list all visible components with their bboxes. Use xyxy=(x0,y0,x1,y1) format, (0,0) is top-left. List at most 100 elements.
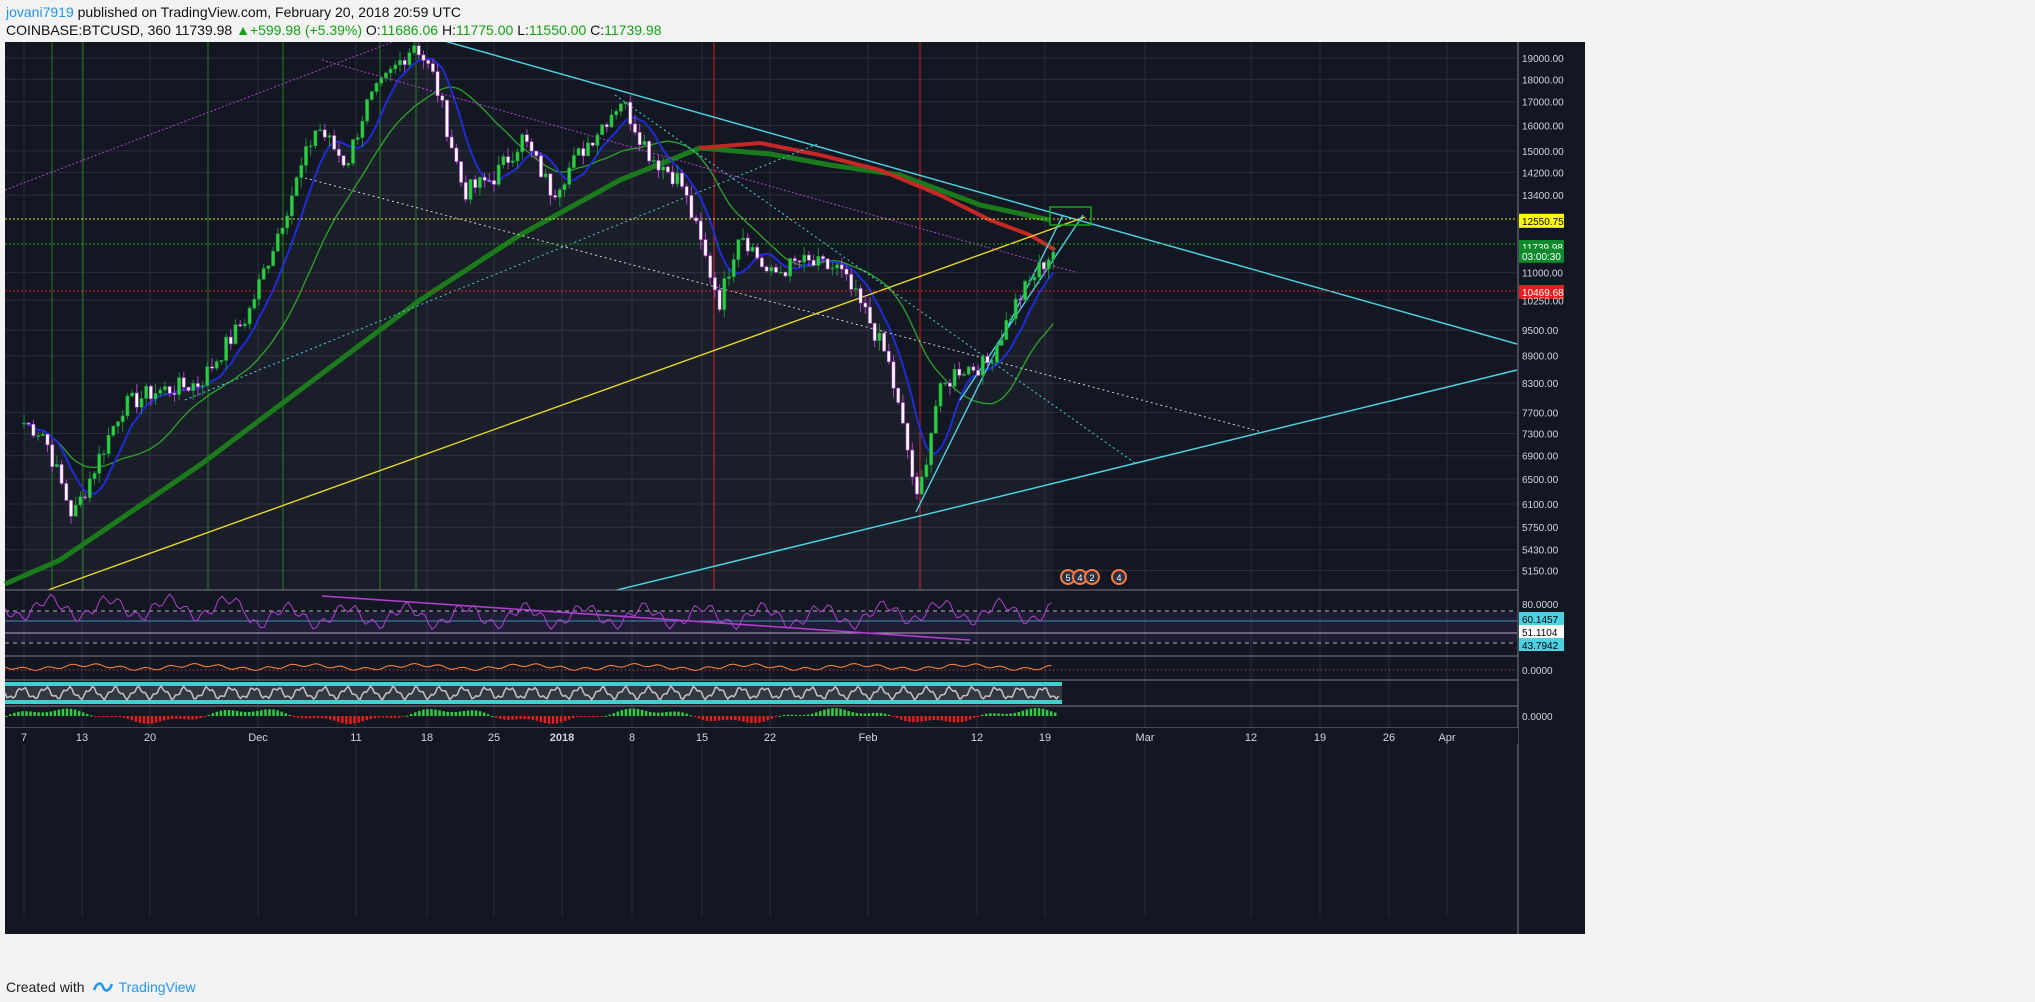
histogram-bar xyxy=(697,716,701,719)
histogram-bar xyxy=(810,713,814,716)
histogram-bar xyxy=(17,711,20,716)
candle-body xyxy=(275,233,280,252)
candle-body xyxy=(745,237,750,252)
histogram-bar xyxy=(1053,712,1057,716)
histogram-bar xyxy=(584,716,587,717)
candle-body xyxy=(97,453,102,474)
candle-body xyxy=(633,123,637,133)
candle-body xyxy=(393,64,398,70)
histogram-bar xyxy=(227,710,231,716)
histogram-bar xyxy=(73,709,77,716)
price-tick-label: 6900.00 xyxy=(1522,452,1559,463)
candle-body xyxy=(656,160,661,171)
last-price: 11739.98 xyxy=(174,22,233,38)
candle-body xyxy=(924,464,929,478)
candle-body xyxy=(26,422,31,425)
ma-50-line xyxy=(23,86,1054,469)
histogram-bar xyxy=(681,712,684,716)
time-tick-label: 8 xyxy=(629,732,635,744)
histogram-bar xyxy=(316,716,320,718)
candle-body xyxy=(1037,261,1042,278)
histogram-bar xyxy=(215,711,219,716)
histogram-bar xyxy=(248,711,251,716)
indicator-label: 0.0000 xyxy=(1522,712,1553,723)
candle-body xyxy=(501,156,506,166)
histogram-bar xyxy=(863,713,867,716)
candle-body xyxy=(78,496,83,506)
price-tick-label: 5150.00 xyxy=(1522,566,1559,577)
candle-body xyxy=(106,434,111,455)
candle-body xyxy=(266,265,271,269)
price-tick-label: 19000.00 xyxy=(1522,54,1564,65)
candle-body xyxy=(191,383,196,391)
histogram-bar xyxy=(381,716,385,718)
candle-body xyxy=(383,72,388,79)
candle-body xyxy=(872,323,877,341)
tradingview-link[interactable]: TradingView xyxy=(118,979,196,995)
candle-body xyxy=(120,415,125,423)
candle-body xyxy=(111,425,116,436)
candle-body xyxy=(675,172,680,185)
candle-body xyxy=(943,382,948,385)
candle-body xyxy=(590,142,595,146)
candle-body xyxy=(1004,320,1009,340)
candle-body xyxy=(459,161,464,183)
histogram-bar xyxy=(491,715,494,717)
histogram-bar xyxy=(685,713,688,716)
price-chart[interactable]: 5 4 2 419000.0018000.0017000.0016000.001500… xyxy=(0,42,2035,972)
histogram-bar xyxy=(956,716,960,723)
candle-body xyxy=(684,186,689,196)
histogram-bar xyxy=(450,712,453,716)
candle-body xyxy=(618,103,623,112)
histogram-bar xyxy=(203,716,206,717)
price-tick-label: 9500.00 xyxy=(1522,326,1559,337)
histogram-bar xyxy=(167,716,170,720)
histogram-bar xyxy=(474,710,478,716)
indicator-label: 0.0000 xyxy=(1522,666,1553,677)
histogram-bar xyxy=(329,716,332,720)
candle-body xyxy=(529,141,534,152)
osc-line xyxy=(4,663,1052,671)
price-tag-label: 11739.98 xyxy=(1522,243,1563,254)
histogram-bar xyxy=(628,708,632,716)
candle-body xyxy=(665,166,670,173)
histogram-bar xyxy=(932,716,935,721)
histogram-bar xyxy=(312,716,316,719)
histogram-bar xyxy=(977,716,980,717)
histogram-bar xyxy=(65,708,69,716)
chart-header: jovani7919 published on TradingView.com,… xyxy=(0,0,2035,42)
histogram-bar xyxy=(527,716,530,720)
candle-body xyxy=(167,386,172,394)
price-tick-label: 16000.00 xyxy=(1522,121,1564,132)
histogram-bar xyxy=(1041,708,1045,716)
histogram-bar xyxy=(1029,708,1033,716)
candle-body xyxy=(844,268,849,275)
price-tag xyxy=(1519,248,1564,263)
histogram-bar xyxy=(430,709,433,716)
indicator-label: 51.1104 xyxy=(1522,628,1558,639)
histogram-bar xyxy=(827,708,830,716)
candle-body xyxy=(515,151,520,162)
candle-body xyxy=(252,298,257,309)
candle-body xyxy=(149,385,153,400)
histogram-bar xyxy=(758,716,761,723)
histogram-bar xyxy=(470,710,474,716)
time-tick-label: 11 xyxy=(350,732,361,744)
author-link[interactable]: jovani7919 xyxy=(6,4,74,20)
histogram-bar xyxy=(49,711,53,716)
histogram-bar xyxy=(414,712,417,716)
indicator-tag xyxy=(1519,625,1564,638)
histogram-bar xyxy=(908,716,911,722)
candle-body xyxy=(586,142,590,157)
histogram-bar xyxy=(256,710,259,716)
histogram-bar xyxy=(162,716,166,721)
time-tick-label: 19 xyxy=(1314,732,1326,744)
histogram-bar xyxy=(158,716,162,722)
candle-body xyxy=(322,129,327,138)
candle-body xyxy=(947,382,952,387)
histogram-bar xyxy=(916,716,919,723)
price-tag-label: 12550.75 xyxy=(1522,217,1564,228)
histogram-bar xyxy=(693,716,696,718)
indicator-label: 60.1457 xyxy=(1522,615,1559,626)
histogram-bar xyxy=(199,716,202,719)
